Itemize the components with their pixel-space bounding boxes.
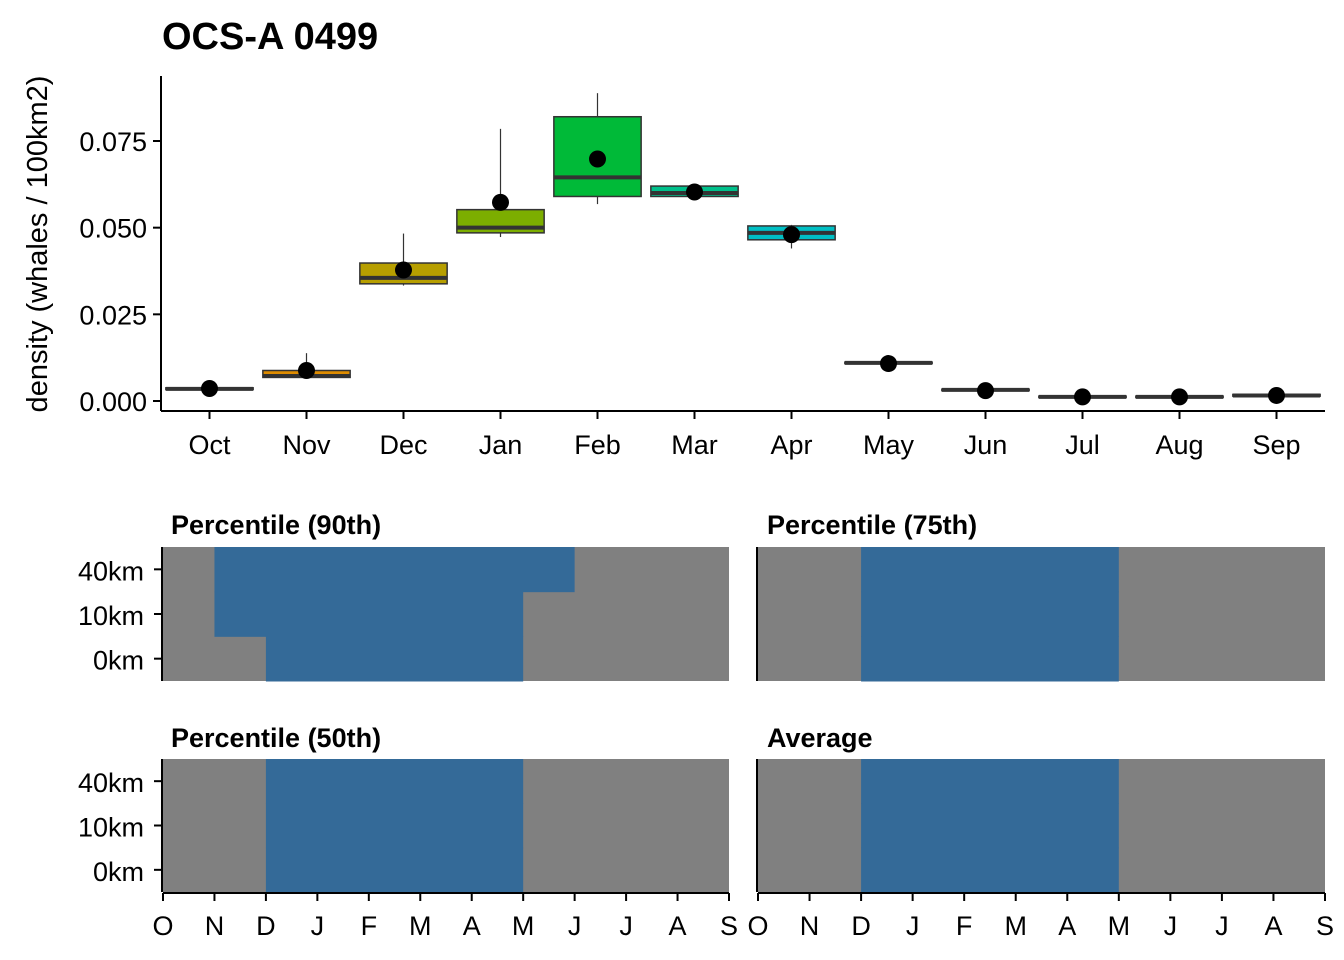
box-sep [1232, 386, 1321, 404]
box-nov [262, 353, 351, 379]
box-jul [1038, 388, 1127, 406]
x-tick-label: Mar [671, 430, 718, 460]
row-label: 40km [78, 556, 144, 586]
heatmap-cell-0km [265, 847, 524, 893]
month-tick-label: D [851, 911, 871, 941]
month-tick-label: J [1164, 911, 1178, 941]
month-tick-label: O [152, 911, 173, 941]
heatmap-panel-2: Percentile (75th) [756, 510, 1325, 682]
month-tick-label: A [1058, 911, 1076, 941]
box-mar [650, 183, 739, 201]
heatmap-cell-40km [214, 547, 575, 593]
month-tick-label: F [361, 911, 378, 941]
x-axis-ticks: Oct Nov Dec Jan Feb Mar Apr May Jun Jul Aug Sep [188, 411, 1301, 460]
box-feb [553, 93, 642, 205]
month-tick-label: O [747, 911, 768, 941]
month-tick-label: J [1215, 911, 1229, 941]
x-tick-label: Oct [188, 430, 231, 460]
mean-point [1268, 386, 1285, 404]
month-tick-label: J [311, 911, 325, 941]
mean-point [783, 226, 800, 244]
month-tick-label: S [720, 911, 738, 941]
heatmap-cell-0km [861, 847, 1119, 893]
heatmap-cell-0km [861, 636, 1119, 682]
mean-point [395, 261, 412, 279]
y-tick-label: 0.050 [79, 214, 147, 244]
row-label: 0km [93, 646, 144, 676]
month-tick-label: M [1108, 911, 1131, 941]
heatmap-cell-10km [861, 591, 1119, 637]
heatmap-cell-40km [861, 547, 1119, 593]
heatmap-cell-40km [861, 759, 1119, 804]
x-tick-label: Sep [1252, 430, 1300, 460]
month-tick-label: D [256, 911, 276, 941]
month-tick-label: S [1316, 911, 1334, 941]
box-series [165, 93, 1321, 406]
x-tick-label: Dec [379, 430, 427, 460]
box-apr [747, 224, 836, 249]
panel-title: Average [767, 723, 873, 753]
month-tick-label: N [205, 911, 225, 941]
month-tick-label: J [619, 911, 633, 941]
y-tick-label: 0.025 [79, 300, 147, 330]
heatmap-panel-4: Average O N D J F M A M J J A S [747, 723, 1334, 941]
y-axis-ticks: 0.000 0.025 0.050 0.075 [79, 127, 161, 417]
box-oct [165, 380, 254, 398]
month-tick-label: N [800, 911, 820, 941]
month-tick-label: A [463, 911, 481, 941]
box-aug [1135, 388, 1224, 406]
heatmap-panel-3: Percentile (50th) 40km 10km 0km O N D J F M A M J J A S [78, 723, 738, 941]
row-label: 0km [93, 857, 144, 887]
mean-point [492, 193, 509, 211]
mean-point [1171, 388, 1188, 406]
heatmap-panel-1: Percentile (90th) 40km 10km 0km [78, 510, 729, 682]
row-label: 10km [78, 601, 144, 631]
x-tick-label: Jan [479, 430, 523, 460]
month-tick-label: A [1264, 911, 1282, 941]
x-tick-label: Apr [770, 430, 812, 460]
month-tick-label: M [1004, 911, 1027, 941]
x-tick-label: Nov [282, 430, 331, 460]
mean-point [1074, 388, 1091, 406]
month-tick-label: J [568, 911, 582, 941]
month-tick-label: J [906, 911, 920, 941]
heatmap-cell-10km [861, 803, 1119, 849]
row-label: 40km [78, 768, 144, 798]
panel-title: Percentile (90th) [171, 510, 381, 540]
month-tick-label: A [669, 911, 687, 941]
box-dec [359, 233, 448, 286]
row-label: 10km [78, 813, 144, 843]
month-tick-label: F [956, 911, 973, 941]
y-tick-label: 0.000 [79, 387, 147, 417]
x-tick-label: Feb [574, 430, 621, 460]
mean-point [880, 355, 897, 373]
heatmap-cell-10km [265, 803, 524, 849]
boxplot-chart: OCS-A 0499 density (whales / 100km2) 0.0… [22, 16, 1325, 460]
panel-title: Percentile (75th) [767, 510, 977, 540]
x-tick-label: Aug [1155, 430, 1203, 460]
heatmap-cell-10km [214, 591, 524, 637]
heatmap-cell-40km [265, 759, 524, 804]
x-tick-label: Jul [1065, 430, 1100, 460]
x-tick-label: Jun [964, 430, 1008, 460]
box-may [844, 355, 933, 373]
panel-title: Percentile (50th) [171, 723, 381, 753]
x-tick-label: May [863, 430, 915, 460]
chart-title: OCS-A 0499 [162, 16, 378, 58]
heatmap-cell-0km [265, 636, 524, 682]
mean-point [298, 361, 315, 379]
mean-point [977, 382, 994, 400]
mean-point [589, 150, 606, 168]
y-axis-label: density (whales / 100km2) [22, 76, 54, 413]
month-tick-label: M [409, 911, 432, 941]
mean-point [686, 183, 703, 201]
mean-point [201, 380, 218, 398]
box-jun [941, 382, 1030, 400]
month-tick-label: M [512, 911, 535, 941]
box-jan [456, 128, 545, 238]
y-tick-label: 0.075 [79, 127, 147, 157]
